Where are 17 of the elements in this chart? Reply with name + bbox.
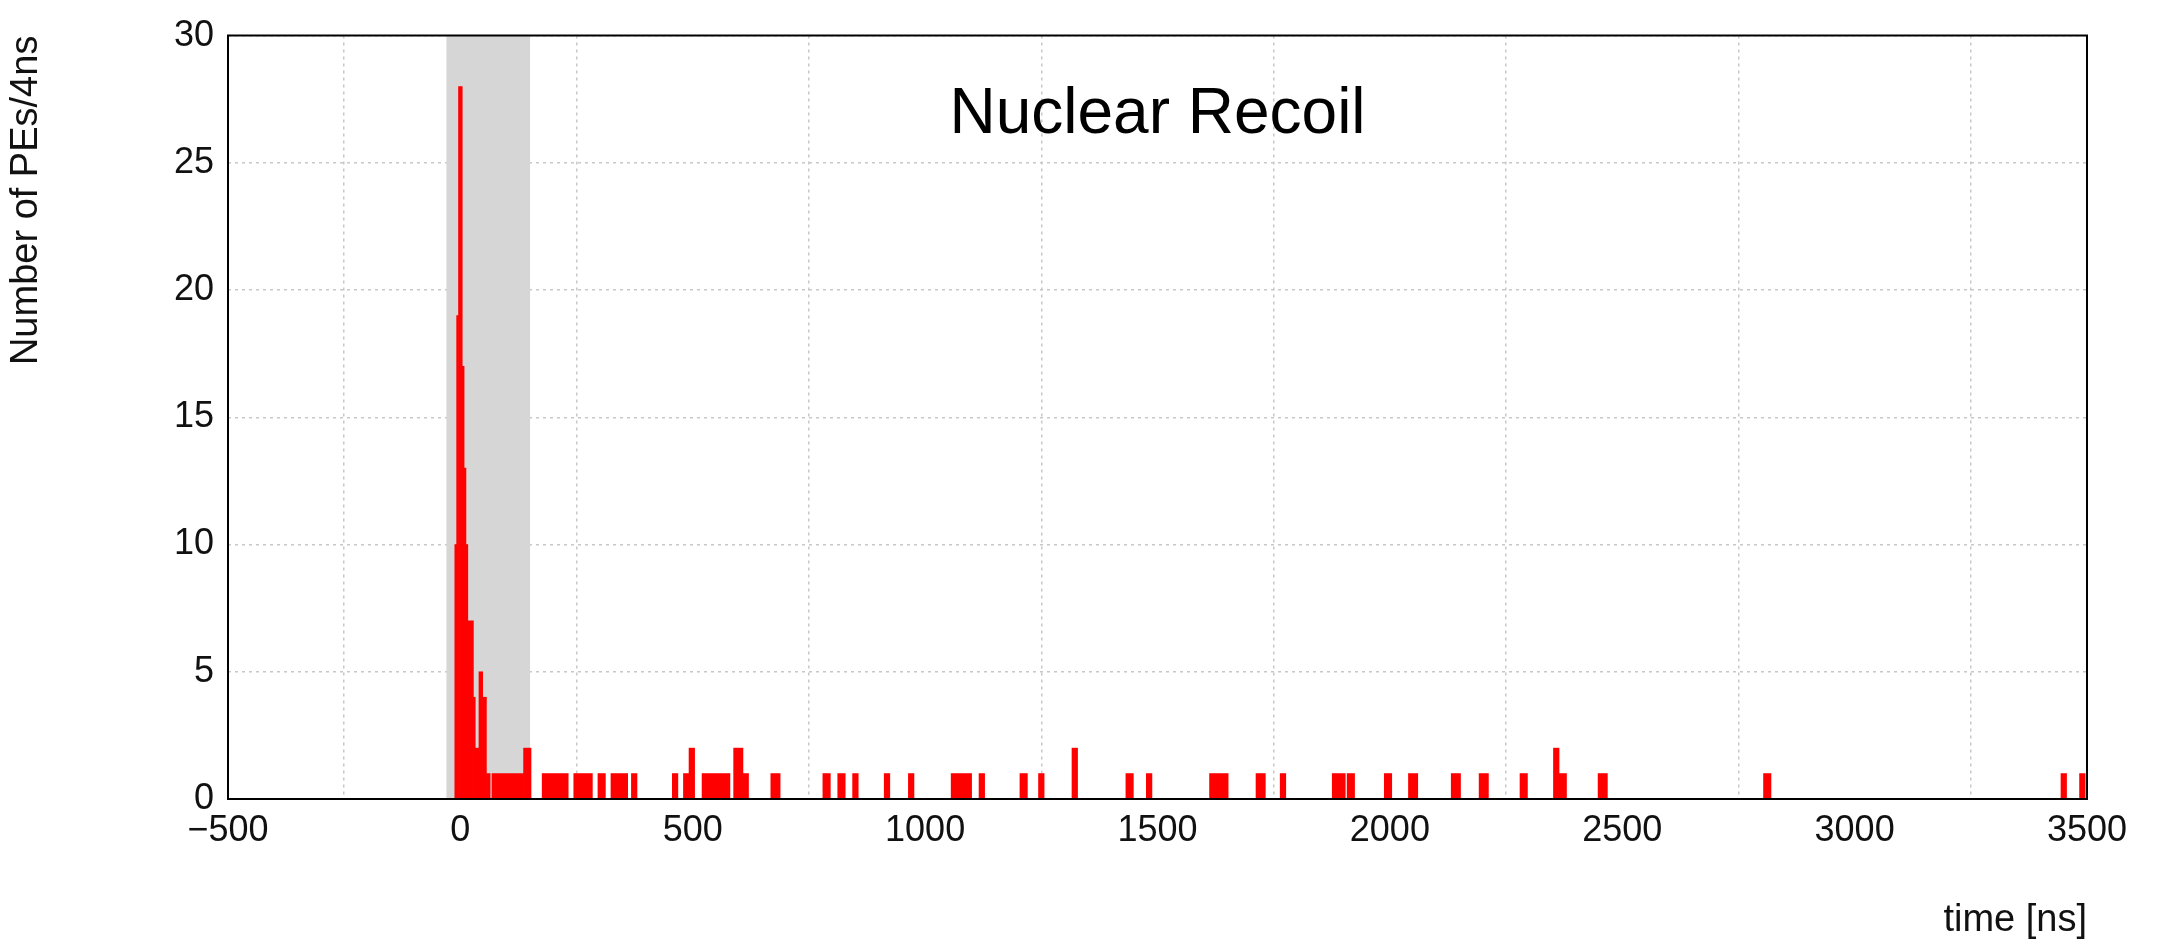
y-tick-label: 5 (193, 648, 214, 690)
x-tick-label: 1500 (1117, 807, 1198, 849)
x-axis-title: time [ns] (1943, 896, 2087, 939)
x-tick-label: 2500 (1582, 807, 1663, 849)
y-tick-label: 20 (173, 266, 214, 308)
x-tick-label: 1000 (885, 807, 966, 849)
x-tick-label: 0 (450, 807, 471, 849)
y-tick-label: 10 (173, 521, 214, 563)
annotation: Nuclear Recoil (949, 74, 1366, 147)
x-tick-label: 2000 (1349, 807, 1430, 849)
x-tick-label: 3500 (2046, 807, 2128, 849)
x-tick-label: 500 (662, 807, 723, 849)
x-tick-label: 3000 (1814, 807, 1895, 849)
y-axis-title: Number of PEs/4ns (3, 35, 46, 366)
y-tick-label: 25 (173, 139, 214, 181)
y-tick-label: 15 (173, 394, 214, 436)
y-tick-label: 30 (173, 12, 214, 54)
